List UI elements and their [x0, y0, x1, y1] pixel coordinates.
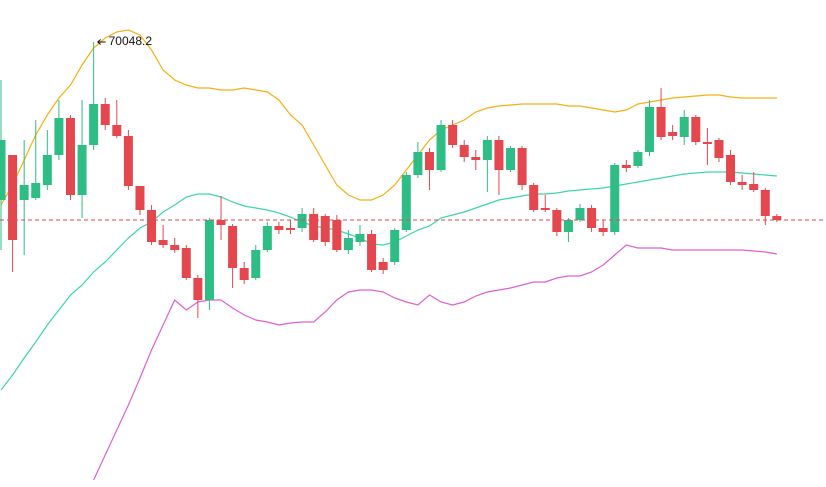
candle-body: [251, 250, 261, 278]
candle-body: [193, 278, 203, 300]
candle-body: [772, 216, 782, 220]
candle-body: [390, 230, 400, 262]
candle-body: [482, 140, 492, 160]
candle-body: [19, 185, 29, 200]
annotation: 70048.2: [109, 34, 153, 48]
candle-body: [320, 216, 330, 242]
candle-body: [286, 228, 295, 230]
candle-body: [65, 118, 75, 195]
candle-body: [540, 208, 550, 210]
candle-body: [517, 148, 527, 185]
candle-body: [644, 107, 654, 152]
candle-body: [459, 145, 469, 157]
candle-body: [77, 145, 87, 195]
candle-body: [367, 234, 377, 270]
candle-body: [181, 248, 191, 278]
candle-body: [262, 226, 272, 250]
candle-body: [343, 238, 353, 250]
candle-body: [424, 152, 434, 170]
candle-body: [274, 226, 284, 230]
candle-body: [135, 186, 145, 210]
candle-body: [714, 140, 724, 158]
candle-body: [8, 155, 18, 240]
candle-body: [401, 175, 411, 230]
candle-body: [309, 214, 319, 240]
band-line: [93, 244, 778, 481]
candle-body: [679, 117, 689, 137]
annotation-arrow: [97, 39, 106, 45]
candle-body: [529, 185, 539, 210]
candle-body: [297, 214, 307, 228]
candle-body: [436, 125, 446, 170]
candle-body: [691, 117, 701, 142]
candle-body: [737, 182, 747, 185]
candle-body: [575, 208, 585, 220]
candle-body: [610, 165, 620, 232]
candle-body: [471, 157, 481, 160]
candle-body: [147, 210, 157, 242]
candle-body: [204, 220, 214, 300]
band-line: [0, 29, 777, 206]
candle-body: [123, 136, 133, 186]
candle-body: [633, 152, 643, 166]
candle-body: [656, 107, 666, 137]
candle-body: [332, 220, 342, 250]
candle-body: [413, 152, 423, 175]
candle-body: [598, 228, 608, 232]
candle-body: [89, 104, 99, 145]
candle-body: [563, 220, 573, 232]
candle-body: [216, 220, 226, 225]
candle-body: [494, 140, 504, 170]
candle-body: [552, 210, 562, 232]
candle-body: [0, 140, 6, 200]
candle-body: [239, 268, 249, 280]
candle-body: [42, 155, 52, 185]
candle-body: [749, 184, 759, 190]
candle-body: [506, 148, 516, 170]
candle-body: [668, 132, 678, 136]
candle-body: [760, 190, 770, 216]
candle-body: [112, 125, 122, 136]
candle-body: [355, 234, 365, 242]
candle-body: [158, 240, 168, 245]
candle-body: [448, 125, 458, 145]
candle-body: [621, 165, 631, 168]
band-line: [0, 171, 777, 391]
candle-body: [54, 118, 64, 155]
candle-body: [228, 226, 238, 268]
candle-body: [31, 183, 41, 198]
candle-body: [587, 208, 597, 228]
candle-body: [100, 104, 110, 125]
candle-body: [702, 142, 712, 144]
candle-body: [378, 262, 388, 270]
candle-body: [170, 245, 180, 250]
candle-body: [726, 155, 736, 182]
